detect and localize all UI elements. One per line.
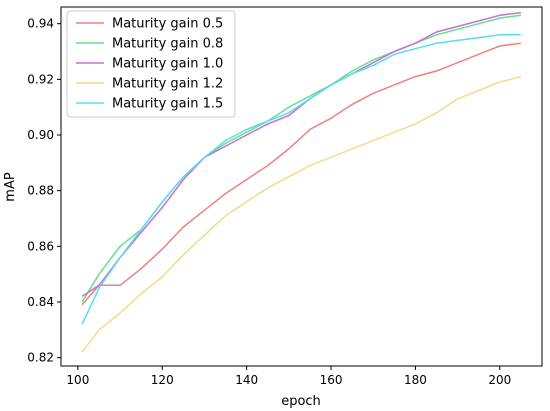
legend-box <box>66 10 236 118</box>
x-tick-label: 180 <box>404 373 427 387</box>
y-axis-label: mAP <box>3 172 18 202</box>
y-tick-label: 0.90 <box>27 128 54 142</box>
legend: Maturity gain 0.5 Maturity gain 0.8 Maturi… <box>66 10 236 118</box>
legend-label: Maturity gain 0.5 <box>112 17 223 32</box>
series-line-5 <box>81 34 521 325</box>
x-axis-label: epoch <box>281 394 321 409</box>
series-layer <box>81 11 522 353</box>
x-tick-label: 200 <box>488 373 511 387</box>
legend-label: Maturity gain 1.5 <box>112 97 223 112</box>
x-tick-label: 100 <box>66 373 89 387</box>
legend-label: Maturity gain 1.2 <box>112 77 223 92</box>
series-line-3 <box>81 11 521 298</box>
x-axis: 100 120 140 160 180 200 <box>66 366 511 387</box>
y-tick-label: 0.84 <box>27 295 54 309</box>
y-tick-label: 0.94 <box>27 17 54 31</box>
y-tick-label: 0.86 <box>27 239 54 253</box>
y-tick-label: 0.82 <box>27 351 54 365</box>
x-tick-label: 140 <box>235 373 258 387</box>
legend-label: Maturity gain 1.0 <box>112 57 223 72</box>
y-tick-label: 0.88 <box>27 184 54 198</box>
x-tick-label: 160 <box>320 373 343 387</box>
y-tick-label: 0.92 <box>27 72 54 86</box>
plot-area <box>60 6 543 367</box>
legend-label: Maturity gain 0.8 <box>112 37 223 52</box>
series-line-1 <box>81 42 521 306</box>
x-tick-label: 120 <box>151 373 174 387</box>
series-line-4 <box>81 75 522 353</box>
y-axis: 0.82 0.84 0.86 0.88 0.90 0.92 0.94 <box>27 17 61 365</box>
